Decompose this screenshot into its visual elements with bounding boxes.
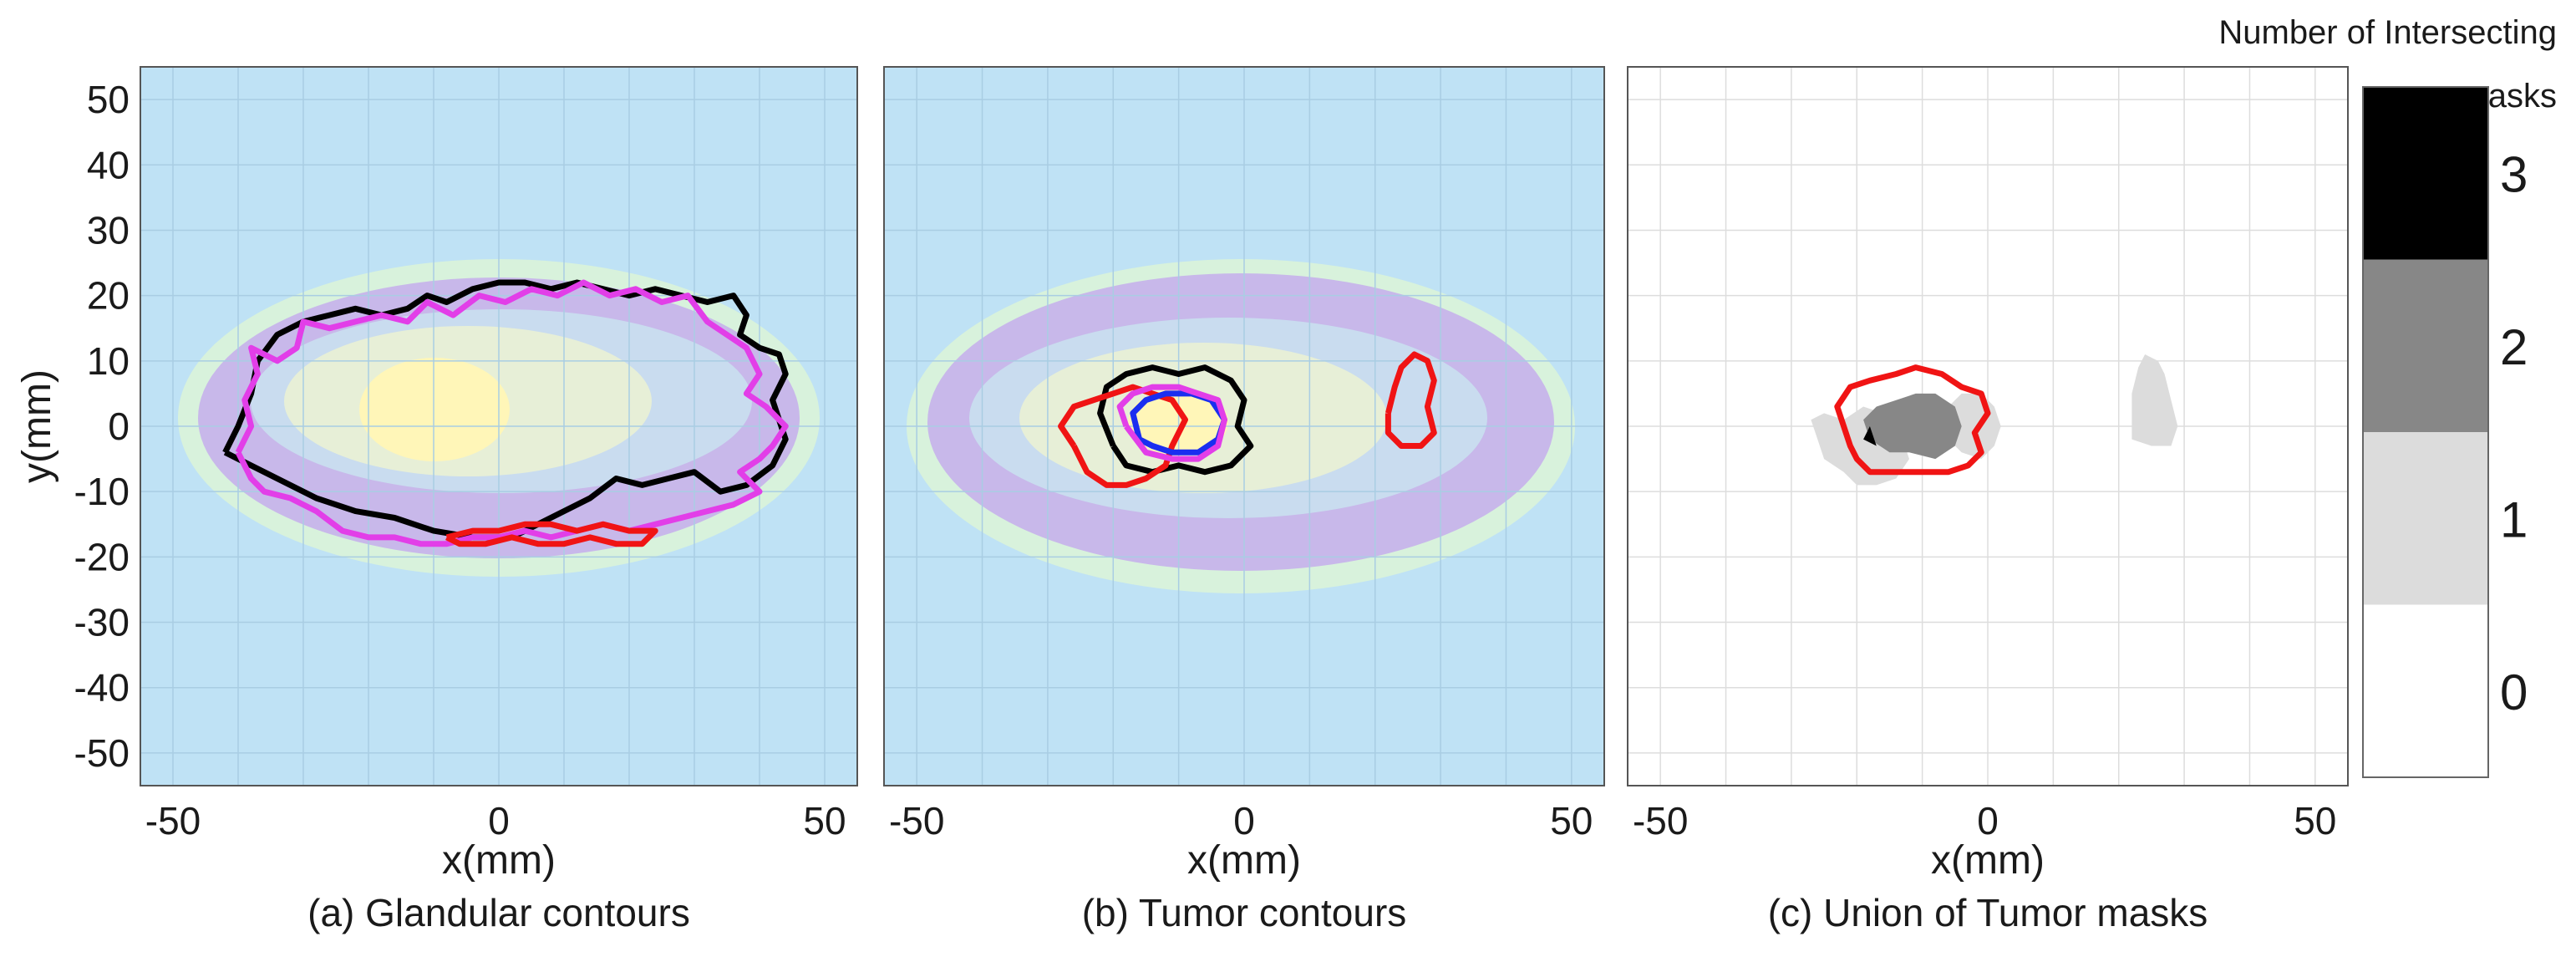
x-tick-label: -50 bbox=[145, 799, 201, 842]
panel-a-frame bbox=[140, 66, 858, 786]
x-tick-label: 50 bbox=[2294, 799, 2336, 842]
y-tick-label: 10 bbox=[87, 339, 130, 383]
x-tick-label: -50 bbox=[889, 799, 944, 842]
caption-c: (c) Union of Tumor masks bbox=[1768, 891, 2208, 934]
y-tick-label: -40 bbox=[74, 666, 130, 710]
tick-labels: -50 0 50 50 40 30 20 10 0 -10 -20 -30 -40 -50 -50 0 50 -5… bbox=[74, 78, 2337, 842]
panel-b-frame bbox=[883, 66, 1605, 786]
panel-c-regions bbox=[1811, 354, 2178, 486]
caption-b: (b) Tumor contours bbox=[1082, 891, 1407, 934]
contour-blue bbox=[1130, 390, 1227, 456]
panel-c-union bbox=[1627, 66, 2349, 786]
x-tick-label: 50 bbox=[1550, 799, 1593, 842]
colorbar-tick-label: 2 bbox=[2500, 319, 2528, 375]
y-tick-label: -30 bbox=[74, 601, 130, 644]
mask-region-level-1 bbox=[2131, 354, 2178, 446]
y-tick-label: 20 bbox=[87, 274, 130, 318]
colorbar-blocks: 0 1 2 3 bbox=[2363, 87, 2528, 777]
panel-c-frame bbox=[1627, 66, 2349, 786]
panel-a-glandular bbox=[140, 66, 858, 786]
y-tick-label: -10 bbox=[74, 470, 130, 513]
panel-b-grid bbox=[884, 67, 1604, 786]
y-tick-label: 40 bbox=[87, 143, 130, 186]
contour-red bbox=[1385, 351, 1437, 449]
y-tick-label: -50 bbox=[74, 731, 130, 775]
contour-magenta bbox=[235, 279, 789, 547]
x-tick-label: -50 bbox=[1633, 799, 1688, 842]
x-tick-label: 0 bbox=[488, 799, 510, 842]
colorbar-level-3 bbox=[2363, 87, 2488, 260]
contour-black bbox=[1097, 364, 1254, 476]
colorbar-tick-label: 3 bbox=[2500, 146, 2528, 202]
y-tick-label: -20 bbox=[74, 535, 130, 578]
contour-red bbox=[1058, 384, 1188, 488]
colorbar-tick-label: 1 bbox=[2500, 491, 2528, 547]
y-axis-label: y(mm) bbox=[15, 369, 59, 483]
x-tick-label: 50 bbox=[803, 799, 846, 842]
x-axis-label-c: x(mm) bbox=[1931, 838, 2045, 883]
colorbar-frame bbox=[2362, 86, 2489, 778]
contour-red bbox=[1834, 364, 1991, 476]
panel-b-tumor bbox=[883, 66, 1605, 786]
colorbar-title-line1: Number of Intersecting bbox=[2218, 14, 2557, 51]
contour-red bbox=[445, 521, 658, 547]
mask-region-level-2 bbox=[1863, 393, 1962, 460]
tissue-glandular-high bbox=[359, 358, 510, 461]
x-axis-label-a: x(mm) bbox=[442, 838, 556, 883]
caption-a: (a) Glandular contours bbox=[307, 891, 690, 934]
x-tick-label: 0 bbox=[1233, 799, 1255, 842]
x-axis-label-b: x(mm) bbox=[1187, 838, 1301, 883]
panel-b-contours bbox=[1058, 351, 1437, 488]
colorbar-level-1 bbox=[2363, 432, 2488, 605]
contour-magenta bbox=[1116, 384, 1227, 462]
mask-region-level-3 bbox=[1863, 426, 1877, 446]
colorbar-level-2 bbox=[2363, 259, 2488, 432]
y-tick-label: 30 bbox=[87, 208, 130, 252]
y-tick-label: 0 bbox=[108, 405, 130, 448]
colorbar-tick-label: 0 bbox=[2500, 664, 2528, 720]
colorbar-level-0 bbox=[2363, 604, 2488, 777]
panel-c-contours bbox=[1834, 364, 1991, 476]
x-tick-label: 0 bbox=[1977, 799, 1999, 842]
panel-a-contours bbox=[222, 279, 789, 547]
y-tick-label: 50 bbox=[87, 78, 130, 121]
